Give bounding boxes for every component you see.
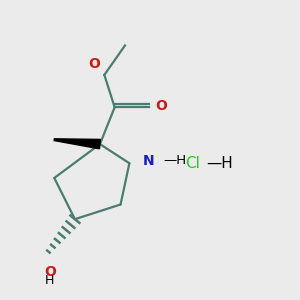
Text: O: O: [155, 99, 167, 113]
Text: Cl: Cl: [185, 156, 200, 171]
Text: O: O: [44, 265, 56, 279]
Text: O: O: [88, 57, 100, 71]
Text: N: N: [142, 154, 154, 168]
Text: H: H: [45, 274, 55, 287]
Polygon shape: [54, 139, 100, 149]
Text: —H: —H: [163, 154, 186, 167]
Text: —H: —H: [206, 156, 233, 171]
